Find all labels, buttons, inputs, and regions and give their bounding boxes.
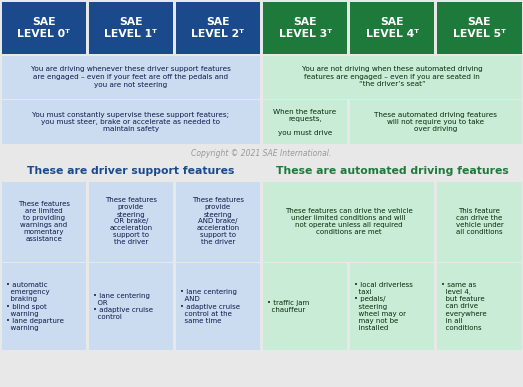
Bar <box>89 182 173 262</box>
Bar <box>2 55 260 99</box>
Bar <box>437 182 521 262</box>
Text: These are driver support features: These are driver support features <box>27 166 234 175</box>
Text: SAE
LEVEL 1ᵀ: SAE LEVEL 1ᵀ <box>104 17 157 39</box>
Bar <box>263 2 347 54</box>
Bar <box>89 2 173 54</box>
Text: • lane centering
  OR
• adaptive cruise
  control: • lane centering OR • adaptive cruise co… <box>93 293 153 320</box>
Bar <box>350 263 434 350</box>
Text: These features
are limited
to providing
warnings and
momentary
assistance: These features are limited to providing … <box>18 201 70 242</box>
Text: You are not driving when these automated driving
features are engaged – even if : You are not driving when these automated… <box>302 67 483 87</box>
Text: These features can drive the vehicle
under limited conditions and will
not opera: These features can drive the vehicle und… <box>285 208 413 235</box>
Bar <box>350 100 521 144</box>
Text: These features
provide
steering
AND brake/
acceleration
support to
the driver: These features provide steering AND brak… <box>192 197 244 245</box>
Text: • lane centering
  AND
• adaptive cruise
  control at the
  same time: • lane centering AND • adaptive cruise c… <box>180 289 240 324</box>
Text: SAE
LEVEL 4ᵀ: SAE LEVEL 4ᵀ <box>366 17 419 39</box>
Text: These are automated driving features: These are automated driving features <box>276 166 509 175</box>
Bar <box>2 263 86 350</box>
Bar <box>2 2 86 54</box>
Bar <box>176 263 260 350</box>
Text: These automated driving features
will not require you to take
over driving: These automated driving features will no… <box>374 111 497 132</box>
Bar <box>89 263 173 350</box>
Text: SAE
LEVEL 3ᵀ: SAE LEVEL 3ᵀ <box>279 17 332 39</box>
Bar <box>263 263 347 350</box>
Text: SAE
LEVEL 5ᵀ: SAE LEVEL 5ᵀ <box>453 17 506 39</box>
Bar <box>263 55 521 99</box>
Text: SAE
LEVEL 2ᵀ: SAE LEVEL 2ᵀ <box>191 17 244 39</box>
Bar <box>2 100 260 144</box>
Bar <box>263 100 347 144</box>
Text: • local driverless
  taxi
• pedals/
  steering
  wheel may or
  may not be
  ins: • local driverless taxi • pedals/ steeri… <box>354 282 413 331</box>
Bar <box>263 182 434 262</box>
Bar <box>437 263 521 350</box>
Text: These features
provide
steering
OR brake/
acceleration
support to
the driver: These features provide steering OR brake… <box>105 197 157 245</box>
Text: • automatic
  emergency
  braking
• blind spot
  warning
• lane departure
  warn: • automatic emergency braking • blind sp… <box>6 282 63 331</box>
Bar <box>2 182 86 262</box>
Bar <box>176 2 260 54</box>
Bar <box>437 2 521 54</box>
Text: When the feature
requests,

you must drive: When the feature requests, you must driv… <box>274 108 337 135</box>
Text: SAE
LEVEL 0ᵀ: SAE LEVEL 0ᵀ <box>17 17 70 39</box>
Text: You are driving whenever these driver support features
are engaged – even if you: You are driving whenever these driver su… <box>31 67 231 87</box>
Text: • same as
  level 4,
  but feature
  can drive
  everywhere
  in all
  condition: • same as level 4, but feature can drive… <box>441 282 487 331</box>
Text: You must constantly supervise these support features;
you must steer, brake or a: You must constantly supervise these supp… <box>32 111 229 132</box>
Text: • traffic jam
  chauffeur: • traffic jam chauffeur <box>267 300 309 313</box>
Text: Copyright © 2021 SAE International.: Copyright © 2021 SAE International. <box>191 149 332 158</box>
Bar <box>350 2 434 54</box>
Bar <box>176 182 260 262</box>
Text: This feature
can drive the
vehicle under
all conditions: This feature can drive the vehicle under… <box>456 208 503 235</box>
